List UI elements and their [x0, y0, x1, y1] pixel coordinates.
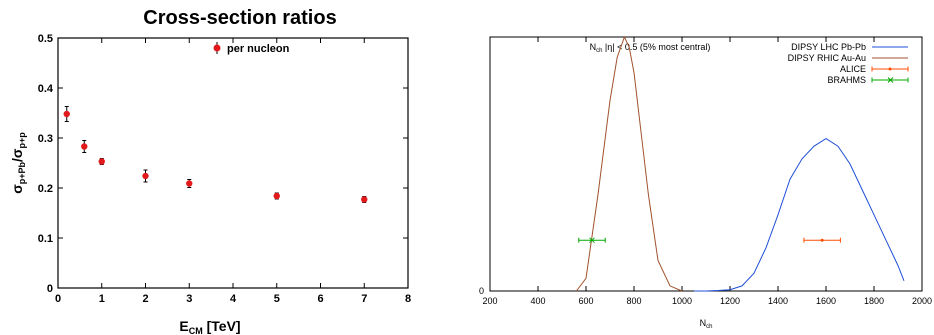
right-legend-label: DIPSY LHC Pb-Pb [791, 42, 866, 52]
right-y-axis: 0 [479, 286, 484, 296]
left-chart-title: Cross-section ratios [143, 7, 336, 29]
left-x-tick-label: 0 [55, 293, 61, 305]
right-y-tick-label: 0 [479, 286, 484, 296]
right-x-tick-label: 800 [626, 296, 641, 306]
left-data-point [81, 143, 88, 150]
right-x-tick-label: 1200 [720, 296, 740, 306]
left-y-tick-label: 0.5 [38, 33, 53, 45]
right-x-tick-label: 2000 [912, 296, 932, 306]
left-y-tick-label: 0.4 [38, 83, 54, 95]
right-data-point [820, 238, 824, 242]
left-x-tick-label: 5 [274, 293, 280, 305]
right-x-tick-label: 1400 [768, 296, 788, 306]
left-y-tick-label: 0.2 [38, 183, 53, 195]
right-chart-title: Nch |η| < 0.5 (5% most central) [590, 42, 711, 54]
left-legend-label: per nucleon [227, 43, 290, 55]
right-x-axis-label: Nch [700, 318, 713, 330]
left-x-tick-label: 7 [361, 293, 367, 305]
left-data-points [63, 106, 368, 203]
right-series-line [694, 138, 905, 292]
right-x-tick-label: 200 [482, 296, 497, 306]
left-x-tick-label: 6 [317, 293, 323, 305]
cross-section-ratio-chart: Cross-section ratios 0 1 2 3 4 5 6 7 8 0 0.1 0.2 0.… [9, 7, 411, 335]
right-data-point [589, 237, 595, 244]
right-legend-label: ALICE [840, 64, 866, 74]
left-x-axis: 0 1 2 3 4 5 6 7 8 [55, 38, 411, 305]
left-x-tick-label: 2 [142, 293, 148, 305]
left-data-point [361, 196, 368, 203]
right-plot-frame [489, 36, 923, 292]
right-x-tick-label: 1000 [672, 296, 692, 306]
left-x-tick-label: 8 [405, 293, 411, 305]
left-data-point [98, 158, 105, 165]
right-x-axis: 200 400 600 800 1000 1200 1400 1600 1800 2000 [482, 37, 932, 306]
right-x-tick-label: 1600 [816, 296, 836, 306]
right-x-tick-label: 600 [578, 296, 593, 306]
left-y-axis-label: σp+Pb/σp+p [9, 132, 27, 194]
left-data-point [63, 110, 70, 118]
left-x-axis-label: ECM [TeV] [179, 318, 240, 335]
right-legend-marker [887, 77, 894, 83]
left-x-tick-label: 4 [230, 293, 237, 305]
left-y-tick-label: 0.1 [38, 233, 53, 245]
left-data-point [142, 172, 149, 180]
right-x-tick-label: 400 [530, 296, 545, 306]
left-legend: per nucleon [213, 42, 290, 55]
left-y-tick-label: 0 [47, 283, 53, 295]
left-data-point [273, 192, 280, 200]
right-legend-label: DIPSY RHIC Au-Au [788, 53, 866, 63]
left-plot-frame [57, 37, 409, 289]
left-y-axis: 0 0.1 0.2 0.3 0.4 0.5 [38, 33, 408, 295]
left-x-tick-label: 1 [99, 293, 105, 305]
right-legend-marker [887, 77, 894, 83]
left-legend-marker [213, 44, 221, 52]
left-data-point [186, 180, 193, 187]
right-legend-label: BRAHMS [827, 75, 866, 85]
right-series-line [576, 35, 683, 292]
left-x-tick-label: 3 [186, 293, 192, 305]
right-series-group [576, 35, 905, 292]
left-y-tick-label: 0.3 [38, 133, 53, 145]
right-x-tick-label: 1800 [864, 296, 884, 306]
right-data-point [589, 237, 595, 244]
right-legend-marker [888, 67, 892, 71]
